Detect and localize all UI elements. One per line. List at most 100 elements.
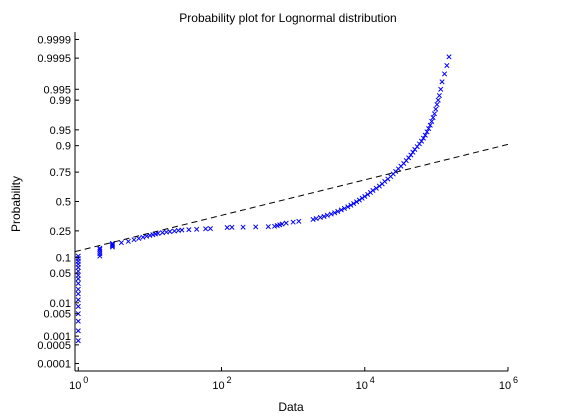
- y-tick-label: 0.0005: [37, 340, 71, 352]
- data-point-marker: [75, 280, 81, 286]
- y-tick-label: 0.75: [50, 167, 71, 179]
- data-point-marker: [97, 251, 103, 257]
- data-point-marker: [351, 201, 357, 207]
- data-point-marker: [97, 253, 103, 259]
- x-axis-label: Data: [278, 400, 304, 414]
- y-tick-label: 0.995: [43, 84, 71, 96]
- data-point-marker: [265, 224, 271, 230]
- data-point-marker: [438, 86, 444, 92]
- x-tick-base: 10: [212, 380, 224, 392]
- data-point-marker: [140, 234, 146, 240]
- data-point-marker: [362, 193, 368, 200]
- data-point-marker: [435, 97, 441, 103]
- x-tick-exponent: 0: [83, 375, 88, 385]
- data-point-marker: [97, 245, 103, 251]
- data-point-marker: [253, 224, 259, 230]
- data-point-marker: [171, 228, 177, 234]
- data-point-marker: [313, 215, 319, 222]
- x-tick-label: 10 2: [212, 375, 231, 392]
- data-point-marker: [345, 204, 351, 210]
- data-point-marker: [75, 272, 81, 278]
- data-point-marker: [356, 197, 362, 203]
- data-point-marker: [418, 138, 425, 144]
- data-point-marker: [203, 226, 209, 232]
- data-point-marker: [155, 230, 161, 236]
- data-point-marker: [439, 79, 445, 85]
- y-tick-label: 0.95: [50, 125, 71, 137]
- data-point-marker: [370, 187, 376, 194]
- data-point-marker: [207, 226, 213, 232]
- data-point-marker: [436, 92, 442, 99]
- data-point-marker: [341, 205, 347, 211]
- data-point-marker: [75, 286, 81, 292]
- data-point-marker: [75, 297, 81, 303]
- data-point-marker: [332, 210, 338, 216]
- y-tick-label: 0.0001: [37, 359, 71, 371]
- x-tick-label: 10 4: [356, 375, 375, 392]
- data-point-marker: [430, 115, 436, 121]
- data-point-marker: [348, 202, 354, 208]
- data-point-marker: [426, 125, 432, 132]
- data-point-marker: [179, 227, 185, 233]
- data-point-marker: [310, 216, 316, 223]
- x-axis-ticks: 10 0 10 2 10 4 10 6: [69, 367, 518, 392]
- chart-title: Probability plot for Lognormal distribut…: [179, 11, 396, 25]
- data-point-marker: [75, 268, 81, 274]
- data-point-marker: [427, 122, 433, 128]
- data-point-marker: [359, 195, 365, 201]
- data-point-marker: [410, 149, 416, 155]
- data-point-marker: [354, 199, 360, 205]
- x-tick-exponent: 6: [513, 375, 518, 385]
- data-point-marker: [317, 214, 323, 221]
- y-tick-label: 0.5: [56, 197, 71, 209]
- data-point-marker: [118, 240, 124, 246]
- data-point-marker: [408, 152, 414, 158]
- y-tick-label: 0.99: [50, 95, 71, 107]
- data-point-marker: [444, 62, 450, 69]
- x-tick-exponent: 4: [370, 375, 375, 385]
- y-tick-label: 0.001: [43, 331, 71, 343]
- data-point-marker: [186, 227, 192, 233]
- data-marks: [75, 54, 452, 344]
- data-point-marker: [125, 238, 131, 244]
- data-point-marker: [441, 71, 448, 77]
- data-point-marker: [136, 235, 142, 242]
- data-point-marker: [446, 54, 452, 60]
- data-point-marker: [167, 229, 173, 235]
- data-point-marker: [109, 241, 116, 248]
- data-point-marker: [283, 220, 289, 226]
- y-tick-label: 0.05: [50, 268, 71, 280]
- reference-line: [74, 143, 509, 253]
- data-point-marker: [321, 213, 327, 219]
- data-point-marker: [424, 129, 430, 135]
- y-tick-label: 0.1: [56, 252, 71, 264]
- data-point-marker: [240, 224, 246, 230]
- data-point-marker: [338, 207, 344, 213]
- data-point-marker: [75, 328, 81, 334]
- data-point-marker: [131, 237, 137, 243]
- x-tick-exponent: 2: [227, 375, 232, 385]
- data-point-marker: [429, 118, 435, 124]
- data-point-marker: [75, 303, 81, 310]
- data-point-marker: [224, 224, 230, 231]
- data-point-marker: [420, 135, 427, 141]
- data-point-marker: [431, 111, 438, 117]
- data-point-marker: [194, 226, 200, 232]
- y-tick-label: 0.25: [50, 226, 71, 238]
- x-tick-label: 10 0: [69, 375, 88, 392]
- data-point-marker: [97, 247, 103, 253]
- y-axis-label: Probability: [9, 176, 23, 232]
- data-point-marker: [229, 224, 235, 230]
- data-point-marker: [75, 291, 81, 297]
- x-tick-base: 10: [69, 380, 81, 392]
- y-tick-label: 0.9: [56, 141, 71, 153]
- data-point-marker: [159, 230, 166, 236]
- data-point-marker: [75, 338, 81, 344]
- data-point-marker: [422, 132, 428, 138]
- x-tick-base: 10: [356, 380, 368, 392]
- data-point-marker: [434, 101, 440, 108]
- y-tick-label: 0.01: [50, 298, 71, 310]
- reference-line-group: [74, 143, 509, 253]
